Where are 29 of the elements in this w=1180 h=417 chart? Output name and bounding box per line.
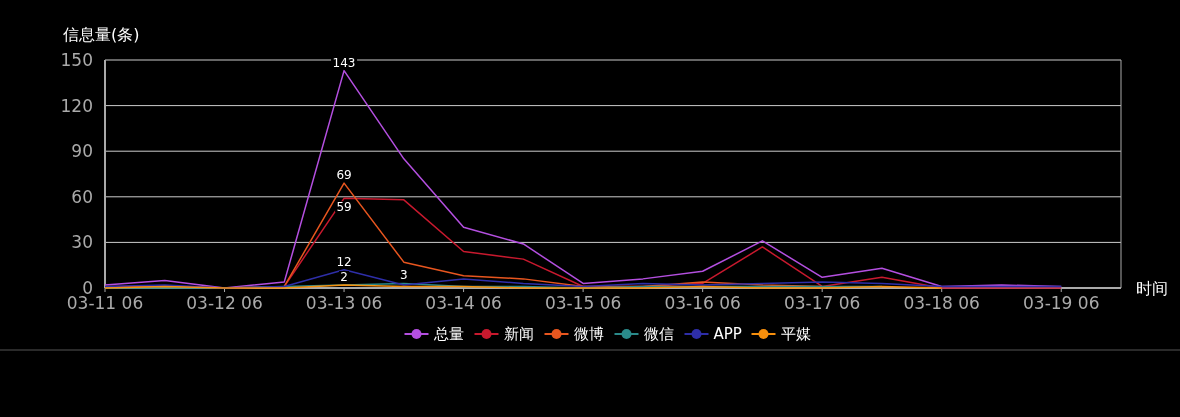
x-tick-label: 03-19 06 [1023, 293, 1100, 313]
x-tick-label: 03-18 06 [903, 293, 980, 313]
x-tick-label: 03-14 06 [425, 293, 502, 313]
y-tick-label: 90 [71, 141, 93, 162]
data-label: 3 [400, 268, 408, 283]
legend-label: 新闻 [503, 325, 534, 343]
x-tick-label: 03-11 06 [66, 293, 144, 313]
y-tick-label: 150 [60, 50, 93, 70]
legend-label: 平媒 [780, 325, 811, 343]
data-label: 2 [340, 269, 348, 284]
x-tick-label: 03-16 06 [664, 293, 741, 313]
legend-label: APP [713, 325, 742, 343]
legend-label: 微博 [573, 325, 604, 343]
x-tick-label: 03-13 06 [305, 293, 383, 313]
y-tick-label: 120 [60, 95, 93, 116]
y-tick-label: 60 [71, 186, 93, 207]
data-label: 69 [336, 168, 352, 183]
legend-label: 总量 [432, 325, 464, 343]
data-label: 143 [332, 55, 356, 70]
data-label: 12 [336, 254, 352, 269]
x-tick-label: 03-15 06 [544, 293, 622, 313]
x-tick-label: 03-17 06 [783, 293, 861, 313]
data-label: 59 [336, 200, 352, 215]
x-axis-title: 时间 [1136, 279, 1168, 298]
y-axis-title: 信息量(条) [63, 25, 140, 44]
legend-label: 微信 [643, 325, 674, 343]
x-tick-label: 03-12 06 [186, 293, 263, 313]
y-tick-label: 30 [71, 232, 93, 253]
line-series [104, 269, 1062, 289]
